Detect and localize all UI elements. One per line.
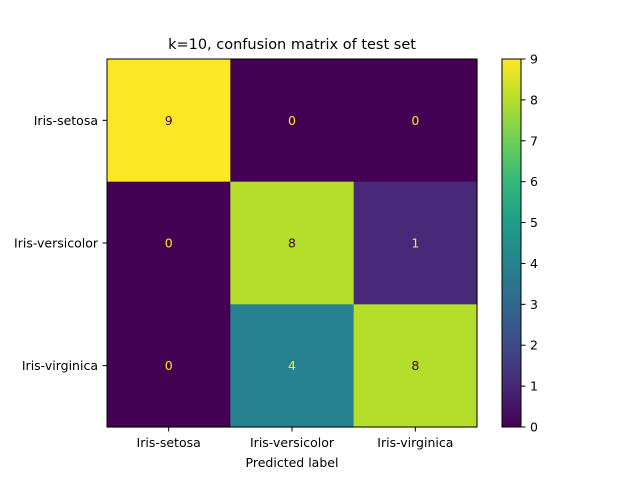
matrix-cell-r2-c2 <box>353 304 478 428</box>
matrix-cell-r0-c1 <box>230 59 355 183</box>
colorbar <box>502 59 521 427</box>
x-tick-label-1: Iris-versicolor <box>250 435 335 450</box>
matrix-cell-r1-c1 <box>230 181 355 305</box>
colorbar-tick-label-3: 3 <box>530 297 538 312</box>
colorbar-tick-label-1: 1 <box>530 379 538 394</box>
matrix-cell-r0-c0 <box>107 59 231 183</box>
matrix-cells <box>107 59 478 428</box>
matrix-cell-r1-c2 <box>353 181 478 305</box>
cell-value-r0-c2: 0 <box>411 113 419 128</box>
y-tick-label-1: Iris-versicolor <box>14 236 99 251</box>
cell-value-r2-c0: 0 <box>165 358 173 373</box>
colorbar-ticks: 0 1 2 3 4 5 6 7 8 9 <box>521 52 538 435</box>
x-tick-label-0: Iris-setosa <box>137 435 201 450</box>
cell-annotations: 9 0 0 0 8 1 0 4 8 <box>165 113 420 373</box>
cell-value-r2-c2: 8 <box>411 358 419 373</box>
cell-value-r0-c1: 0 <box>288 113 296 128</box>
chart-title: k=10, confusion matrix of test set <box>168 37 416 53</box>
colorbar-tick-label-6: 6 <box>530 174 538 189</box>
colorbar-frame <box>501 58 522 428</box>
cell-value-r1-c0: 0 <box>165 236 173 251</box>
matrix-cell-r1-c0 <box>107 181 231 305</box>
y-tick-label-2: Iris-virginica <box>22 358 98 373</box>
colorbar-tick-label-8: 8 <box>530 92 538 107</box>
cell-value-r2-c1: 4 <box>288 358 296 373</box>
matrix-cell-r0-c2 <box>353 59 478 183</box>
x-axis-label: Predicted label <box>246 455 339 470</box>
colorbar-tick-label-5: 5 <box>530 215 538 230</box>
y-axis-ticks: Iris-setosa Iris-versicolor Iris-virginica <box>14 113 107 373</box>
colorbar-tick-label-0: 0 <box>530 420 538 435</box>
y-tick-label-0: Iris-setosa <box>34 113 98 128</box>
colorbar-tick-label-2: 2 <box>530 338 538 353</box>
colorbar-tick-label-7: 7 <box>530 133 538 148</box>
matrix-cell-r2-c0 <box>107 304 231 428</box>
x-axis-ticks: Iris-setosa Iris-versicolor Iris-virginica <box>137 427 453 450</box>
x-tick-label-2: Iris-virginica <box>377 435 453 450</box>
cell-value-r0-c0: 9 <box>165 113 173 128</box>
colorbar-tick-label-4: 4 <box>530 256 538 271</box>
matrix-cell-r2-c1 <box>230 304 355 428</box>
cell-value-r1-c1: 8 <box>288 236 296 251</box>
cell-value-r1-c2: 1 <box>411 236 419 251</box>
colorbar-tick-label-9: 9 <box>530 52 538 67</box>
